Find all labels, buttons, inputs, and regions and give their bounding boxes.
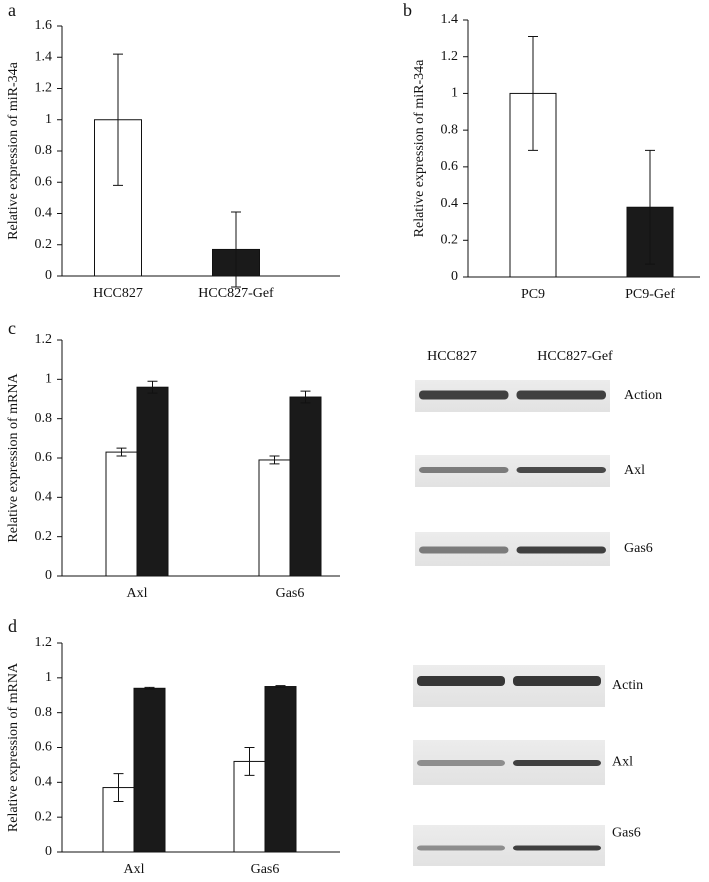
error-bar — [645, 149, 655, 265]
error-bar — [144, 686, 155, 690]
blot-row-label: Action — [624, 388, 662, 403]
bar — [233, 760, 266, 853]
error-bar — [244, 747, 255, 776]
y-tick-label: 0.6 — [35, 174, 53, 189]
blot-band — [419, 467, 509, 473]
blot-row-label: Axl — [624, 463, 645, 478]
y-tick-label: 0.4 — [35, 206, 53, 221]
x-tick-label: PC9 — [521, 287, 545, 302]
bar — [136, 386, 169, 577]
panel-label: a — [8, 0, 16, 20]
blot-band — [417, 845, 505, 851]
y-tick-label: 1 — [451, 86, 458, 101]
error-bar — [147, 380, 158, 394]
bar — [264, 686, 297, 853]
panel-label: d — [8, 616, 17, 636]
blot-band — [417, 760, 505, 766]
y-axis-label: Relative expression of mRNA — [6, 662, 21, 832]
y-tick-label: 0 — [45, 268, 52, 283]
bar — [105, 451, 138, 577]
y-tick-label: 1 — [45, 670, 52, 685]
y-tick-label: 0.2 — [35, 237, 53, 252]
blot-band — [417, 676, 505, 686]
error-bar — [269, 455, 280, 465]
error-bar — [275, 685, 286, 688]
y-tick-label: 1.2 — [35, 635, 53, 650]
x-tick-label: Gas6 — [251, 862, 280, 877]
y-tick-label: 0 — [45, 568, 52, 583]
bar — [289, 396, 322, 577]
error-bar — [116, 447, 127, 457]
error-bar — [113, 773, 124, 802]
blot-band — [513, 676, 601, 686]
error-bar — [300, 390, 311, 404]
panel-label: c — [8, 318, 16, 338]
blot-column-label: HCC827 — [427, 349, 477, 364]
blot-row-label: Axl — [612, 755, 633, 770]
y-tick-label: 1.6 — [35, 18, 53, 33]
bar — [133, 687, 166, 853]
y-tick-label: 1.2 — [441, 49, 459, 64]
x-tick-label: HCC827-Gef — [198, 286, 274, 301]
y-tick-label: 1.2 — [35, 81, 53, 96]
y-tick-label: 0 — [45, 844, 52, 859]
blot-row-label: Gas6 — [624, 541, 653, 556]
y-tick-label: 0.4 — [35, 775, 53, 790]
error-bar — [231, 211, 241, 288]
blot-band — [516, 390, 606, 400]
blot-column-label: HCC827-Gef — [537, 349, 613, 364]
y-tick-label: 1 — [45, 372, 52, 387]
y-tick-label: 0.4 — [441, 196, 459, 211]
y-tick-label: 0.2 — [35, 809, 53, 824]
x-tick-label: HCC827 — [93, 286, 143, 301]
y-axis-label: Relative expression of miR-34a — [412, 59, 427, 237]
x-tick-label: Axl — [124, 862, 145, 877]
y-tick-label: 0.8 — [35, 411, 53, 426]
blot-band — [516, 546, 606, 554]
blot-row-label: Actin — [612, 678, 643, 693]
y-tick-label: 1.4 — [35, 49, 53, 64]
blot-band — [513, 760, 601, 766]
y-tick-label: 1.2 — [35, 332, 53, 347]
y-tick-label: 0.2 — [441, 233, 459, 248]
y-tick-label: 1 — [45, 112, 52, 127]
blot-band — [419, 546, 509, 554]
y-tick-label: 0 — [451, 269, 458, 284]
y-tick-label: 0.8 — [35, 705, 53, 720]
y-tick-label: 0.6 — [441, 159, 459, 174]
error-bar — [113, 53, 123, 186]
y-tick-label: 0.2 — [35, 529, 53, 544]
blot-band — [419, 390, 509, 400]
bar — [258, 459, 291, 577]
y-axis-label: Relative expression of mRNA — [6, 373, 21, 543]
y-tick-label: 0.4 — [35, 490, 53, 505]
y-tick-label: 0.8 — [35, 143, 53, 158]
blot-band — [516, 467, 606, 473]
error-bar — [528, 36, 538, 151]
panel-label: b — [403, 0, 412, 20]
blot-band — [513, 845, 601, 851]
y-tick-label: 0.8 — [441, 122, 459, 137]
x-tick-label: PC9-Gef — [625, 287, 675, 302]
y-tick-label: 1.4 — [441, 12, 459, 27]
blot-row-label: Gas6 — [612, 826, 641, 841]
y-tick-label: 0.6 — [35, 740, 53, 755]
y-tick-label: 0.6 — [35, 450, 53, 465]
x-tick-label: Gas6 — [276, 586, 305, 601]
x-tick-label: Axl — [127, 586, 148, 601]
y-axis-label: Relative expression of miR-34a — [6, 61, 21, 239]
